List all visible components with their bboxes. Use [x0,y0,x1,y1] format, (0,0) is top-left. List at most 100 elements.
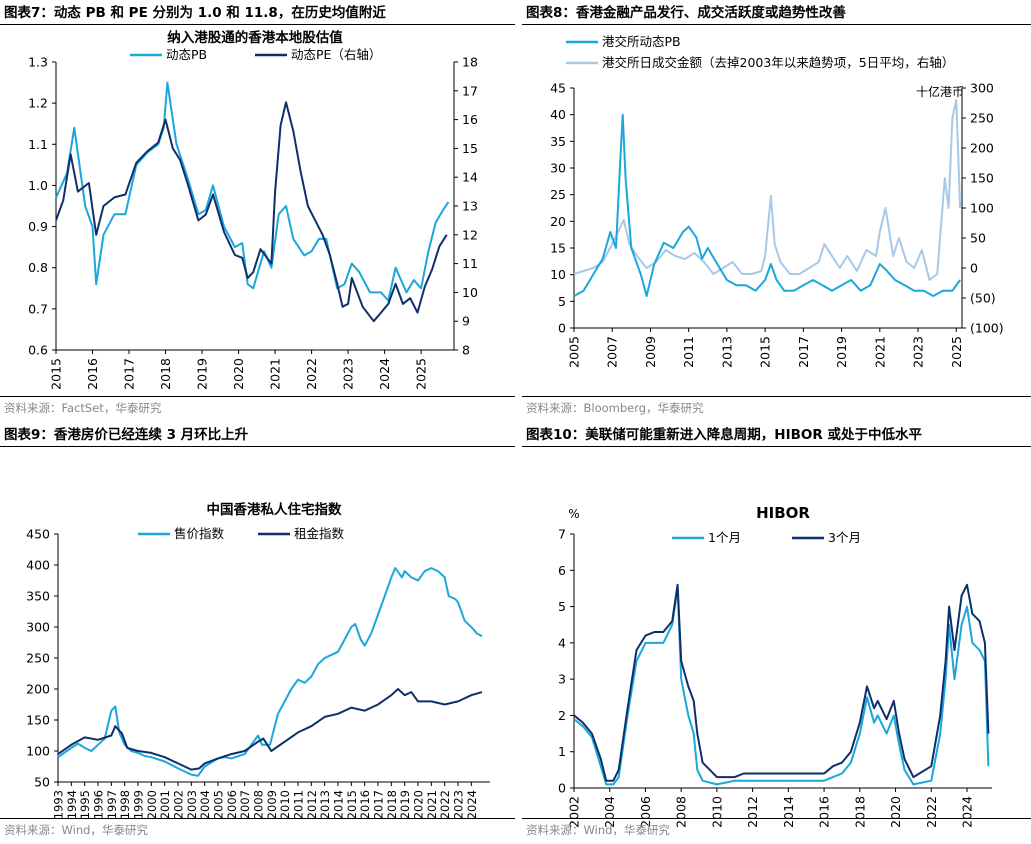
x-tick-label: 2023 [911,336,926,368]
y-tick-label: 1 [558,744,566,759]
y2-tick-label: 100 [970,201,994,216]
y-tick-label: 10 [550,267,566,282]
y-tick-label: 400 [26,558,50,573]
y-tick-label: 0.9 [28,219,48,234]
x-tick-label: 2013 [719,336,734,368]
y-tick-label: 2 [558,708,566,723]
y2-tick-label: 50 [970,231,986,246]
x-tick-label: 2023 [341,358,356,390]
panel-hkex: 图表8：香港金融产品发行、成交活跃度或趋势性改善 十亿港币 0 5 10 15 20 25 3… [522,0,1031,422]
header-divider [0,446,515,447]
hibor-chart: HIBOR% 0 1 2 3 4 5 6 7 2002 2004 2006 2008 2010 2012 20… [558,504,992,828]
x-tick-label: 2015 [758,336,773,368]
y-tick-label: 5 [558,294,566,309]
x-tick-label: 2020 [888,796,903,828]
x-tick-label: 2012 [305,790,319,819]
y-tick-label: 300 [26,620,50,635]
y2-tick-label: 8 [462,343,470,358]
x-tick-label: 2024 [959,796,974,828]
y-tick-label: 30 [550,161,566,176]
x-tick-label: 2025 [949,336,964,368]
legend-label: 动态PB [166,47,207,62]
x-tick-label: 2019 [195,358,210,390]
x-tick-label: 2023 [452,790,466,819]
y-tick-label: 0.7 [28,301,48,316]
source-divider [0,818,515,819]
x-tick-label: 1997 [105,790,119,819]
y2-tick-label: 0 [970,261,978,276]
x-tick-label: 1996 [92,790,106,819]
x-tick-label: 2016 [85,358,100,390]
legend-label: 港交所动态PB [602,34,681,49]
y-tick-label: 350 [26,589,50,604]
source-note: 资料来源：Wind，华泰研究 [4,823,148,837]
x-tick-label: 2018 [385,790,399,819]
y-tick-label: 0 [558,321,566,336]
panel-header: 图表8：香港金融产品发行、成交活跃度或趋势性改善 [526,5,846,21]
source-note: 资料来源：Bloomberg，华泰研究 [526,401,704,415]
y-tick-label: 1.1 [28,137,48,152]
series-line-0 [573,587,990,786]
x-tick-label: 1993 [52,790,66,819]
x-tick-label: 1994 [65,790,79,819]
y-tick-label: 200 [26,682,50,697]
series-line-0 [55,81,450,302]
x-tick-label: 2018 [158,358,173,390]
y2-tick-label: 17 [462,83,478,98]
x-tick-label: 2021 [872,336,887,368]
x-tick-label: 2007 [238,790,252,819]
x-tick-label: 2016 [817,796,832,828]
x-tick-label: 2017 [372,790,386,819]
y2-tick-label: 10 [462,285,478,300]
header-divider [522,24,1031,25]
housing-chart: 中国香港私人住宅指数 50 100 150 200 250 300 350 400 450 1993… [26,501,490,819]
y-tick-label: 6 [558,563,566,578]
x-tick-label: 2008 [674,796,689,828]
y-tick-label: 250 [26,651,50,666]
legend-label: 动态PE（右轴） [291,47,381,62]
hkex-chart: 十亿港币051015202530354045(100)(50)050100150… [550,34,1004,368]
panel-housing: 图表9：香港房价已经连续 3 月环比上升 中国香港私人住宅指数 50 100 150 2… [0,422,515,844]
panel-header: 图表10：美联储可能重新进入降息周期，HIBOR 或处于中低水平 [526,427,922,443]
x-tick-label: 2014 [781,796,796,828]
y-tick-label: 3 [558,672,566,687]
x-tick-label: 2010 [278,790,292,819]
x-tick-label: 2022 [438,790,452,819]
y2-tick-label: (100) [970,321,1004,336]
y-tick-label: 25 [550,187,566,202]
x-tick-label: 2013 [318,790,332,819]
x-tick-label: 2025 [414,358,429,390]
x-tick-label: 2019 [834,336,849,368]
source-note: 资料来源：Wind，华泰研究 [526,823,670,837]
x-tick-label: 2019 [398,790,412,819]
legend-label: 港交所日成交金额（去掉2003年以来趋势项，5日平均，右轴） [602,55,954,70]
x-tick-label: 2004 [198,790,212,819]
x-tick-label: 2005 [567,336,582,368]
y-tick-label: 100 [26,744,50,759]
y-tick-label: 1.3 [28,55,48,70]
y-tick-label: 5 [558,599,566,614]
y-tick-label: 50 [34,775,50,790]
panel-header: 图表7：动态 PB 和 PE 分别为 1.0 和 11.8，在历史均值附近 [4,5,386,21]
x-tick-label: 2021 [268,358,283,390]
y-tick-label: 1.0 [28,178,48,193]
series-line-1 [57,688,483,771]
y2-tick-label: 14 [462,170,478,185]
x-tick-label: 2011 [292,790,306,819]
y-tick-label: 4 [558,635,566,650]
y2-tick-label: 11 [462,256,478,271]
x-tick-label: 2010 [709,796,724,828]
x-tick-label: 2006 [638,796,653,828]
y-tick-label: 0 [558,781,566,796]
x-tick-label: 2009 [265,790,279,819]
legend-label: 3个月 [828,530,861,545]
y-tick-label: 20 [550,214,566,229]
x-tick-label: 1995 [78,790,92,819]
x-tick-label: 2002 [567,796,582,828]
y-tick-label: 1.2 [28,96,48,111]
panel-hibor: 图表10：美联储可能重新进入降息周期，HIBOR 或处于中低水平 HIBOR% 0… [522,422,1031,844]
x-tick-label: 2017 [796,336,811,368]
chart-title: 中国香港私人住宅指数 [207,501,342,518]
x-tick-label: 2012 [745,796,760,828]
series-line-0 [573,113,961,297]
